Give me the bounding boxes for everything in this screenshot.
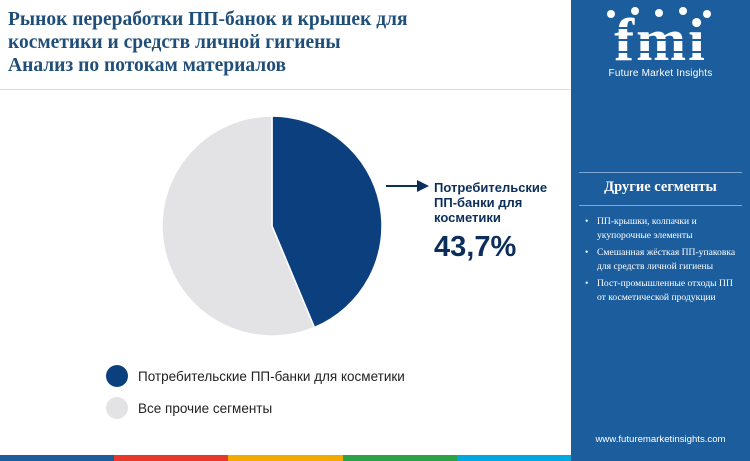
website-url[interactable]: www.futuremarketinsights.com	[595, 434, 726, 445]
callout-label-line-3: косметики	[434, 210, 501, 225]
segment-item-3: Пост-промышленные отходы ПП от косметиче…	[597, 278, 733, 303]
pie-slice-2	[161, 115, 316, 337]
side-panel-heading: Другие сегменты	[604, 179, 717, 195]
legend-swatch-pp-jars	[106, 365, 128, 387]
list-item: • ПП-крышки, колпачки и укупорочные элеме…	[585, 216, 697, 241]
list-item: • Пост-промышленные отходы ПП от косметич…	[585, 278, 733, 303]
pie-callout: Потребительские ПП-банки для косметики 4…	[434, 180, 569, 263]
title-line-1: Рынок переработки ПП-банок и крышек для	[8, 9, 408, 30]
callout-label-line-1: Потребительские	[434, 180, 548, 195]
pie-slice-1	[271, 115, 383, 329]
callout-value: 43,7%	[434, 231, 517, 263]
callout-arrow-icon	[386, 180, 429, 192]
callout-label: Потребительские ПП-банки для косметики	[434, 180, 569, 225]
bottom-color-bar	[0, 455, 572, 461]
panel-divider-top	[579, 172, 742, 173]
title-line-2: косметики и средств личной гигиены	[8, 32, 341, 53]
legend-label-pp-jars: Потребительские ПП-банки для косметики	[138, 368, 405, 384]
legend-swatch-other	[106, 397, 128, 419]
panel-divider-bottom	[579, 205, 742, 206]
legend-label-other: Все прочие сегменты	[138, 400, 273, 416]
chart-legend: Потребительские ПП-банки для косметики В…	[106, 365, 405, 429]
callout-label-line-2: ПП-банки для	[434, 195, 523, 210]
other-segments-list: • ПП-крышки, колпачки и укупорочные элеме…	[583, 215, 743, 308]
list-item: • Смешанная жёсткая ПП-упаковка для средс…	[585, 247, 736, 272]
page-title: Рынок переработки ПП-банок и крышек для …	[8, 8, 563, 77]
pie-chart	[161, 115, 383, 337]
logo-tagline: Future Market Insights	[608, 68, 713, 79]
side-panel: fmi Future Market Insights Другие сегмен…	[571, 0, 750, 461]
title-line-3: Анализ по потокам материалов	[8, 55, 286, 76]
segment-item-1: ПП-крышки, колпачки и укупорочные элемен…	[597, 216, 697, 241]
fmi-logo: fmi	[599, 7, 721, 73]
title-divider	[0, 89, 571, 90]
legend-item-pp-jars: Потребительские ПП-банки для косметики	[106, 365, 405, 387]
main-panel: Рынок переработки ПП-банок и крышек для …	[0, 8, 572, 461]
legend-item-other: Все прочие сегменты	[106, 397, 405, 419]
segment-item-2: Смешанная жёсткая ПП-упаковка для средст…	[597, 247, 736, 272]
